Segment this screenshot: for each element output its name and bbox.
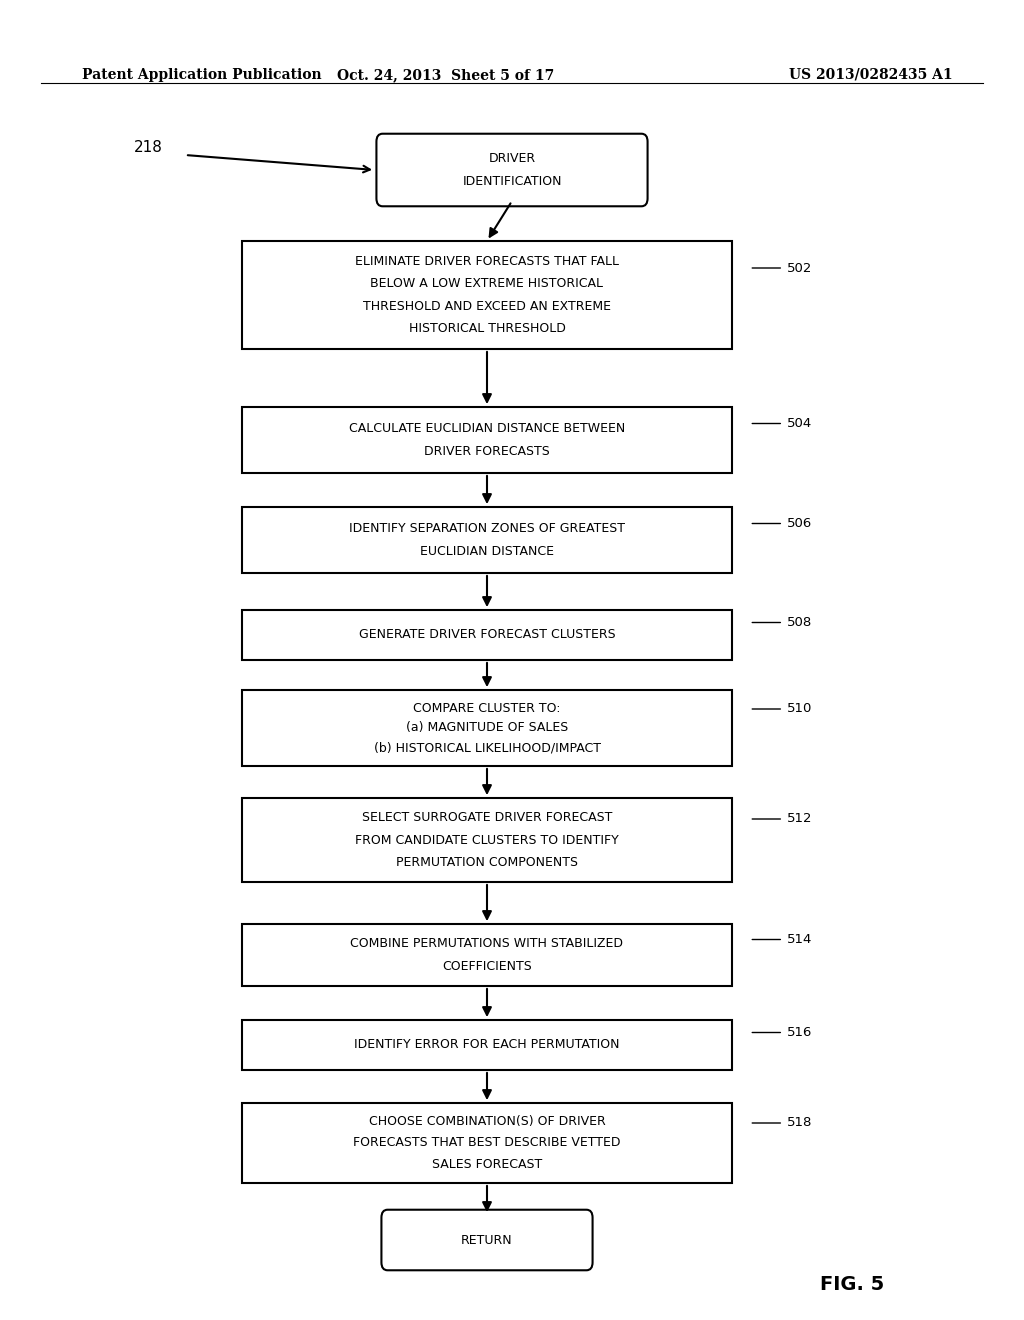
Text: Oct. 24, 2013  Sheet 5 of 17: Oct. 24, 2013 Sheet 5 of 17 [337, 69, 554, 82]
Text: 508: 508 [787, 616, 813, 630]
Text: 518: 518 [787, 1117, 813, 1130]
Text: SELECT SURROGATE DRIVER FORECAST: SELECT SURROGATE DRIVER FORECAST [361, 812, 612, 825]
Text: (a) MAGNITUDE OF SALES: (a) MAGNITUDE OF SALES [406, 722, 568, 734]
Text: 516: 516 [787, 1026, 813, 1039]
Bar [242, 799, 732, 882]
Text: BELOW A LOW EXTREME HISTORICAL: BELOW A LOW EXTREME HISTORICAL [371, 277, 603, 290]
Text: IDENTIFY ERROR FOR EACH PERMUTATION: IDENTIFY ERROR FOR EACH PERMUTATION [354, 1039, 620, 1052]
Text: RETURN: RETURN [461, 1233, 513, 1246]
FancyBboxPatch shape [381, 1209, 593, 1270]
Text: DRIVER: DRIVER [488, 152, 536, 165]
Text: FORECASTS THAT BEST DESCRIBE VETTED: FORECASTS THAT BEST DESCRIBE VETTED [353, 1137, 621, 1150]
Text: FIG. 5: FIG. 5 [820, 1275, 885, 1295]
Text: GENERATE DRIVER FORECAST CLUSTERS: GENERATE DRIVER FORECAST CLUSTERS [358, 628, 615, 642]
Text: 218: 218 [133, 140, 163, 156]
Text: IDENTIFY SEPARATION ZONES OF GREATEST: IDENTIFY SEPARATION ZONES OF GREATEST [349, 521, 625, 535]
Text: PERMUTATION COMPONENTS: PERMUTATION COMPONENTS [396, 855, 578, 869]
Text: CALCULATE EUCLIDIAN DISTANCE BETWEEN: CALCULATE EUCLIDIAN DISTANCE BETWEEN [349, 421, 625, 434]
FancyBboxPatch shape [377, 133, 647, 206]
Text: 512: 512 [787, 813, 813, 825]
Text: THRESHOLD AND EXCEED AN EXTREME: THRESHOLD AND EXCEED AN EXTREME [362, 300, 611, 313]
Text: 502: 502 [787, 261, 813, 275]
Text: EUCLIDIAN DISTANCE: EUCLIDIAN DISTANCE [420, 545, 554, 558]
Bar [242, 1104, 732, 1183]
Bar [242, 242, 732, 348]
Bar [242, 407, 732, 473]
Bar [242, 610, 732, 660]
Text: 514: 514 [787, 933, 813, 946]
Text: COEFFICIENTS: COEFFICIENTS [442, 960, 531, 973]
Text: 506: 506 [787, 517, 813, 531]
Text: CHOOSE COMBINATION(S) OF DRIVER: CHOOSE COMBINATION(S) OF DRIVER [369, 1115, 605, 1129]
Text: SALES FORECAST: SALES FORECAST [432, 1158, 542, 1171]
Text: US 2013/0282435 A1: US 2013/0282435 A1 [788, 69, 952, 82]
Text: COMBINE PERMUTATIONS WITH STABILIZED: COMBINE PERMUTATIONS WITH STABILIZED [350, 937, 624, 950]
Bar [242, 924, 732, 986]
Bar [242, 690, 732, 766]
Text: ELIMINATE DRIVER FORECASTS THAT FALL: ELIMINATE DRIVER FORECASTS THAT FALL [355, 255, 618, 268]
Text: IDENTIFICATION: IDENTIFICATION [462, 174, 562, 187]
Text: DRIVER FORECASTS: DRIVER FORECASTS [424, 445, 550, 458]
Text: FROM CANDIDATE CLUSTERS TO IDENTIFY: FROM CANDIDATE CLUSTERS TO IDENTIFY [355, 833, 618, 846]
Text: HISTORICAL THRESHOLD: HISTORICAL THRESHOLD [409, 322, 565, 335]
Text: COMPARE CLUSTER TO:: COMPARE CLUSTER TO: [414, 701, 561, 714]
Text: 510: 510 [787, 702, 813, 715]
Bar [242, 1020, 732, 1071]
Text: (b) HISTORICAL LIKELIHOOD/IMPACT: (b) HISTORICAL LIKELIHOOD/IMPACT [374, 742, 600, 755]
Text: Patent Application Publication: Patent Application Publication [82, 69, 322, 82]
Bar [242, 507, 732, 573]
Text: 504: 504 [787, 417, 813, 430]
